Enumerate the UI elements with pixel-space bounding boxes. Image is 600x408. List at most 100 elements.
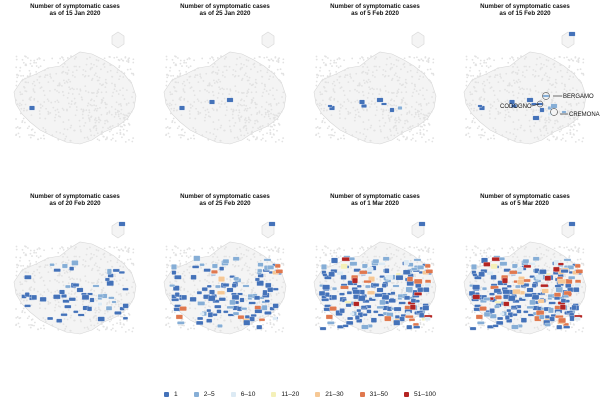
municipality-dot (213, 128, 216, 130)
municipality-dot (540, 252, 543, 255)
municipality-dot (165, 118, 167, 120)
legend-swatch (271, 391, 277, 397)
case-patch (342, 324, 349, 328)
municipality-dot (568, 59, 571, 62)
municipality-dot (582, 61, 585, 64)
municipality-dot (426, 68, 429, 71)
municipality-dot (241, 267, 244, 270)
municipality-dot (181, 65, 183, 67)
municipality-dot (33, 270, 35, 273)
municipality-dot (516, 73, 519, 76)
municipality-dot (280, 262, 283, 265)
municipality-dot (414, 140, 417, 142)
municipality-dot (402, 126, 404, 129)
municipality-dot (315, 323, 318, 326)
municipality-dot (61, 280, 64, 283)
municipality-dot (502, 80, 505, 82)
municipality-dot (95, 127, 98, 130)
municipality-dot (173, 121, 176, 124)
municipality-dot (566, 56, 568, 59)
municipality-dot (192, 127, 195, 129)
municipality-dot (540, 324, 543, 327)
municipality-dot (540, 134, 543, 137)
case-patch (346, 291, 353, 295)
municipality-dot (258, 301, 261, 304)
municipality-dot (261, 75, 263, 78)
case-patch (548, 307, 554, 314)
municipality-dot (316, 316, 319, 318)
municipality-dot (74, 291, 77, 294)
municipality-dot (254, 101, 256, 104)
municipality-dot (552, 63, 555, 66)
municipality-dot (225, 109, 228, 111)
municipality-dot (282, 327, 285, 329)
municipality-dot (17, 322, 20, 325)
case-patch (469, 326, 477, 331)
municipality-dot (550, 281, 553, 284)
municipality-dot (399, 82, 401, 85)
municipality-dot (165, 55, 168, 58)
municipality-dot (395, 299, 398, 302)
municipality-dot (80, 96, 83, 99)
municipality-dot (99, 106, 101, 109)
municipality-dot (397, 79, 400, 82)
municipality-dot (578, 138, 580, 141)
municipality-dot (422, 277, 424, 280)
municipality-dot (558, 110, 561, 113)
municipality-dot (70, 124, 73, 127)
case-patch (171, 270, 177, 275)
municipality-dot (57, 115, 60, 118)
municipality-dot (15, 323, 18, 326)
municipality-dot (132, 262, 135, 265)
case-patch (250, 314, 257, 317)
municipality-dot (395, 109, 398, 112)
municipality-dot (268, 66, 271, 69)
municipality-dot (571, 326, 573, 329)
municipality-dot (410, 113, 413, 116)
municipality-dot (16, 73, 18, 76)
municipality-dot (84, 260, 87, 263)
municipality-dot (472, 74, 475, 77)
municipality-dot (382, 73, 384, 76)
municipality-dot (411, 125, 414, 127)
case-patch (243, 319, 251, 326)
case-patch (366, 266, 374, 272)
panel-25-feb: Number of symptomatic cases as of 25 Feb… (150, 190, 300, 380)
municipality-dot (113, 56, 116, 59)
municipality-dot (282, 291, 285, 294)
municipality-dot (416, 246, 418, 249)
municipality-dot (169, 91, 172, 93)
municipality-dot (395, 65, 398, 68)
municipality-dot (62, 248, 65, 251)
case-patch (479, 306, 487, 311)
municipality-dot (357, 101, 360, 104)
municipality-dot (84, 85, 87, 88)
municipality-dot (219, 80, 222, 83)
municipality-dot (255, 103, 258, 106)
municipality-dot (572, 128, 575, 131)
lombardy-map (313, 221, 437, 335)
municipality-dot (390, 115, 393, 118)
municipality-dot (581, 96, 583, 98)
case-patch (97, 316, 105, 322)
municipality-dot (394, 118, 396, 121)
municipality-dot (214, 261, 217, 264)
municipality-dot (321, 119, 324, 122)
case-patch (397, 106, 403, 110)
municipality-dot (422, 94, 424, 97)
municipality-dot (566, 261, 569, 264)
panel-5-mar: Number of symptomatic cases as of 5 Mar … (450, 190, 600, 380)
municipality-dot (67, 78, 70, 81)
case-patch (69, 266, 75, 271)
municipality-dot (370, 103, 373, 106)
municipality-dot (271, 249, 274, 252)
municipality-dot (509, 247, 512, 250)
municipality-dot (245, 129, 248, 132)
municipality-dot (536, 136, 539, 139)
case-patch (24, 275, 32, 280)
case-patch (397, 293, 404, 298)
municipality-dot (268, 59, 271, 62)
municipality-dot (551, 321, 553, 323)
municipality-dot (250, 258, 252, 261)
municipality-dot (343, 137, 346, 140)
